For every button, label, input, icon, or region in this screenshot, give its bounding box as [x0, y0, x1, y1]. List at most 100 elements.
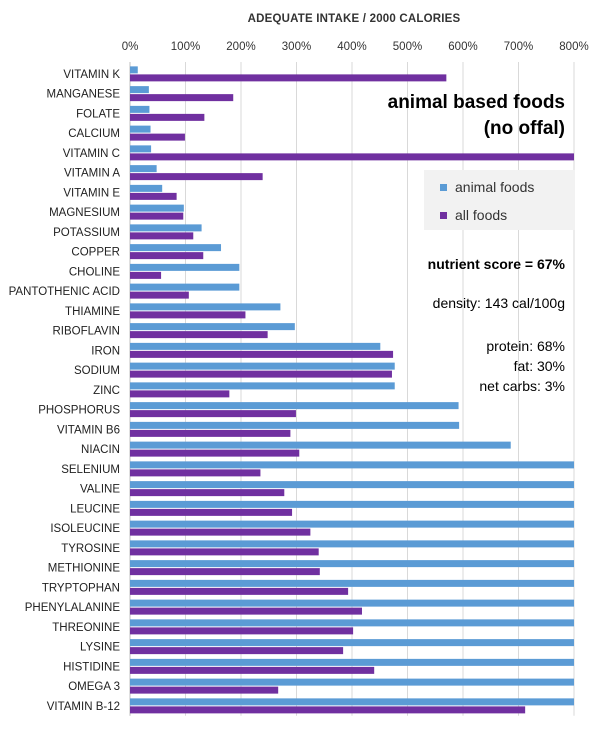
bar-animal-foods	[130, 66, 138, 74]
x-tick-label: 200%	[226, 41, 255, 53]
bar-animal-foods	[130, 323, 295, 331]
category-label: THIAMINE	[65, 306, 120, 318]
bar-animal-foods	[130, 382, 395, 390]
category-label: POTASSIUM	[53, 227, 120, 239]
category-label: THREONINE	[52, 622, 120, 634]
category-label: SODIUM	[74, 365, 120, 377]
category-label: VITAMIN A	[64, 168, 120, 180]
category-label: COPPER	[71, 247, 120, 259]
category-label: VITAMIN C	[63, 148, 120, 160]
bar-animal-foods	[130, 658, 574, 666]
bar-all-foods	[130, 291, 189, 299]
category-label: VITAMIN E	[63, 187, 120, 199]
bar-animal-foods	[130, 599, 574, 607]
bar-all-foods	[130, 449, 300, 457]
category-label: LEUCINE	[70, 503, 120, 515]
annotation-nutrient-score: nutrient score = 67%	[427, 256, 565, 272]
bar-all-foods	[130, 173, 263, 181]
category-label: TRYPTOPHAN	[42, 582, 120, 594]
annotation-fat: fat: 30%	[513, 358, 565, 374]
bar-animal-foods	[130, 540, 574, 548]
bar-animal-foods	[130, 86, 149, 94]
bar-all-foods	[130, 133, 185, 141]
bar-all-foods	[130, 528, 311, 536]
bar-animal-foods	[130, 441, 511, 449]
bar-all-foods	[130, 508, 293, 516]
category-label: FOLATE	[76, 108, 120, 120]
category-label: PANTOTHENIC ACID	[9, 286, 120, 298]
bar-all-foods	[130, 548, 319, 556]
x-tick-label: 600%	[448, 41, 477, 53]
bar-all-foods	[130, 410, 296, 418]
bar-animal-foods	[130, 698, 574, 706]
bar-all-foods	[130, 706, 526, 714]
bar-animal-foods	[130, 105, 150, 113]
bar-all-foods	[130, 153, 574, 161]
category-label: VITAMIN B-12	[47, 701, 120, 713]
bar-all-foods	[130, 311, 246, 319]
bar-animal-foods	[130, 184, 163, 192]
legend-swatch-animal-foods	[440, 183, 447, 191]
bar-animal-foods	[130, 125, 151, 133]
bar-all-foods	[130, 192, 177, 200]
bar-animal-foods	[130, 362, 395, 370]
bar-all-foods	[130, 331, 268, 339]
bar-all-foods	[130, 587, 349, 595]
x-tick-label: 300%	[282, 41, 311, 53]
bar-animal-foods	[130, 481, 574, 489]
bar-animal-foods	[130, 204, 184, 212]
bar-all-foods	[130, 627, 354, 635]
bar-all-foods	[130, 429, 291, 437]
bar-animal-foods	[130, 244, 222, 252]
bar-all-foods	[130, 390, 230, 398]
category-label: MAGNESIUM	[49, 207, 120, 219]
bar-all-foods	[130, 212, 184, 220]
bar-animal-foods	[130, 461, 574, 469]
bar-all-foods	[130, 350, 394, 358]
bar-all-foods	[130, 94, 234, 102]
bar-animal-foods	[130, 520, 574, 528]
category-label: ISOLEUCINE	[50, 523, 120, 535]
bar-animal-foods	[130, 402, 459, 410]
bar-animal-foods	[130, 678, 574, 686]
category-label: IRON	[91, 345, 120, 357]
category-label: PHENYLALANINE	[25, 602, 121, 614]
bar-animal-foods	[130, 619, 574, 627]
bar-all-foods	[130, 271, 162, 279]
bar-animal-foods	[130, 303, 281, 311]
bar-all-foods	[130, 252, 204, 260]
legend-item-all-foods: all foods	[440, 207, 507, 223]
category-label: VITAMIN B6	[57, 424, 120, 436]
bar-animal-foods	[130, 165, 157, 173]
category-label: VITAMIN K	[63, 69, 120, 81]
bar-animal-foods	[130, 145, 152, 153]
bar-all-foods	[130, 666, 375, 674]
x-tick-label: 700%	[504, 41, 533, 53]
annotation-title-line2: (no offal)	[483, 118, 565, 139]
annotation-title-line1: animal based foods	[387, 92, 565, 113]
category-labels: VITAMIN K MANGANESE FOLATE CALCIUM VITAMIN C…	[9, 69, 121, 713]
category-label: LYSINE	[80, 642, 120, 654]
bar-animal-foods	[130, 639, 574, 647]
category-label: HISTIDINE	[63, 661, 120, 673]
bar-all-foods	[130, 469, 261, 477]
legend-item-animal-foods: animal foods	[440, 179, 534, 195]
category-label: ZINC	[93, 385, 120, 397]
category-label: PHOSPHORUS	[38, 405, 120, 417]
x-tick-labels: 0% 100% 200% 300% 400% 500% 600% 700% 800%	[122, 41, 589, 53]
category-label: VALINE	[80, 484, 120, 496]
bar-all-foods	[130, 370, 392, 378]
bar-animal-foods	[130, 263, 240, 271]
bar-animal-foods	[130, 342, 381, 350]
legend-label-all-foods: all foods	[455, 207, 508, 223]
legend-swatch-all-foods	[440, 211, 447, 219]
category-label: SELENIUM	[61, 464, 120, 476]
bar-all-foods	[130, 489, 285, 497]
annotation-protein: protein: 68%	[486, 338, 565, 354]
bars	[130, 66, 574, 714]
x-tick-label: 0%	[122, 41, 139, 53]
bar-all-foods	[130, 647, 344, 655]
x-tick-label: 100%	[171, 41, 200, 53]
category-label: CHOLINE	[69, 266, 120, 278]
category-label: MANGANESE	[47, 89, 121, 101]
